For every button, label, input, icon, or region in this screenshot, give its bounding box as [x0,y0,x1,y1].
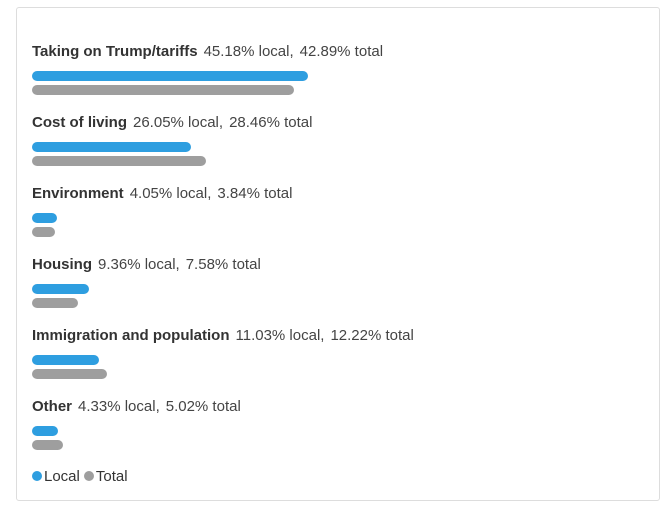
category-label-line: Environment 4.05% local, 3.84% total [32,185,632,203]
local-bar [32,284,90,294]
total-percent-label: 28.46% total [229,114,313,131]
total-percent-label: 5.02% total [165,398,241,415]
local-percent-label: 26.05% local, [133,114,224,131]
local-bar [32,213,57,223]
category-label-line: Cost of living 26.05% local, 28.46% total [32,114,632,132]
category-name: Other [32,398,73,415]
local-percent-label: 4.33% local, [78,398,160,415]
category-label-line: Immigration and population 11.03% local, 1… [32,327,632,345]
total-percent-label: 3.84% total [217,185,293,202]
legend-swatch-total [83,471,94,482]
category-row: Housing 9.36% local, 7.58% total [32,256,632,310]
category-name: Immigration and population [32,327,230,344]
local-percent-label: 11.03% local, [235,327,325,344]
legend: Local Total [32,468,132,486]
local-percent-label: 45.18% local, [203,43,294,60]
total-percent-label: 12.22% total [330,327,414,344]
total-bar [32,298,79,308]
total-bar [32,369,107,379]
legend-label-local: Local [44,468,80,485]
legend-label-total: Total [95,468,128,485]
local-bar [32,71,309,81]
total-percent-label: 7.58% total [185,256,261,273]
category-row: Environment 4.05% local, 3.84% total [32,185,632,239]
category-name: Environment [32,185,124,202]
category-label-line: Other 4.33% local, 5.02% total [32,398,632,416]
local-bar [32,142,192,152]
total-bar [32,227,56,237]
total-bar [32,85,295,95]
local-percent-label: 4.05% local, [129,185,212,202]
legend-swatch-local [32,471,42,482]
category-name: Taking on Trump/tariffs [32,43,198,60]
local-bar [32,426,59,436]
category-row: Other 4.33% local, 5.02% total [32,398,632,452]
total-bar [32,440,63,450]
results-card: Taking on Trump/tariffs 45.18% local, 42.8… [16,7,660,501]
category-row: Immigration and population 11.03% local, 1… [32,327,632,381]
category-label-line: Housing 9.36% local, 7.58% total [32,256,632,274]
total-bar [32,156,206,166]
local-bar [32,355,100,365]
category-label-line: Taking on Trump/tariffs 45.18% local, 42.8… [32,43,632,61]
category-name: Housing [32,256,92,273]
category-row: Taking on Trump/tariffs 45.18% local, 42.8… [32,43,632,97]
total-percent-label: 42.89% total [299,43,384,60]
category-row: Cost of living 26.05% local, 28.46% total [32,114,632,168]
category-name: Cost of living [32,114,127,131]
local-percent-label: 9.36% local, [98,256,180,273]
